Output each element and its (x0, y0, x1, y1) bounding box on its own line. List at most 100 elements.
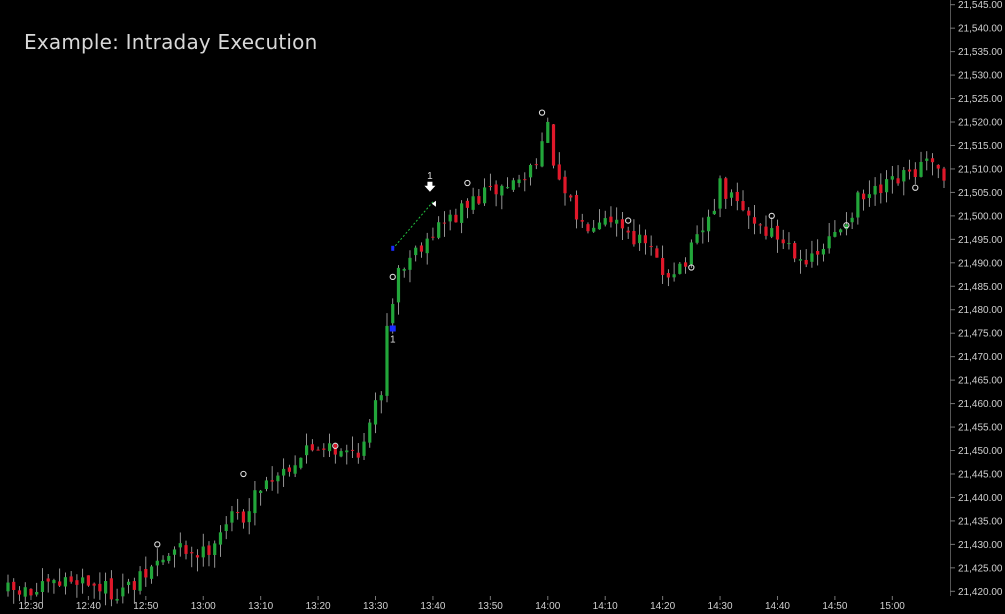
candle-up (408, 257, 412, 270)
pivot-marker (768, 212, 775, 220)
candle-down (132, 581, 136, 590)
y-tick-label: 21,480.00 (958, 305, 1003, 316)
y-tick-label: 21,455.00 (958, 423, 1003, 434)
candle-up (471, 196, 475, 210)
candle-down (494, 184, 498, 195)
candle-up (850, 217, 854, 223)
candle-down (488, 185, 492, 187)
candle-up (919, 161, 923, 177)
candle-up (546, 121, 550, 143)
candle-down (12, 581, 16, 591)
candle-up (798, 259, 803, 261)
candle-down (632, 231, 636, 245)
candle-down (775, 225, 780, 240)
candle-down (333, 443, 337, 455)
candle-down (741, 201, 745, 211)
candle-up (701, 230, 705, 233)
y-tick-label: 21,440.00 (958, 493, 1003, 504)
candle-up (282, 468, 286, 476)
candle-up (161, 559, 165, 563)
candle-down (431, 236, 435, 238)
x-axis: 12:30 12:40 12:50 13:00 13:10 13:20 13:30 13:40… (18, 596, 905, 612)
candle-up (276, 475, 280, 482)
candle-down (913, 169, 917, 178)
candle-down (747, 210, 751, 216)
candle-down (620, 219, 625, 229)
candle-down (793, 243, 797, 259)
candle-up (201, 546, 205, 558)
candle-up (81, 577, 85, 584)
candle-up (293, 465, 297, 474)
x-tick-label: 14:30 (708, 601, 733, 612)
candle-up (460, 203, 464, 223)
candle-down (75, 580, 79, 585)
candle-down (609, 216, 613, 223)
y-tick-label: 21,500.00 (958, 211, 1003, 222)
candle-up (396, 267, 401, 303)
candle-up (925, 158, 929, 161)
pivot-marker (154, 541, 161, 548)
candle-up (672, 274, 676, 278)
candle-down (683, 262, 688, 267)
candle-down (724, 178, 728, 199)
candle-up (224, 524, 228, 532)
candle-up (603, 218, 607, 225)
candle-down (316, 449, 320, 451)
candle-up (327, 443, 332, 452)
candle-up (833, 231, 837, 237)
candle-up (414, 247, 418, 256)
candle-down (661, 257, 665, 275)
candle-up (856, 192, 860, 218)
candle-up (873, 185, 877, 195)
candle-up (540, 141, 544, 167)
candle-down (109, 578, 113, 600)
candle-up (172, 549, 177, 555)
candle-down (241, 511, 246, 523)
y-tick-label: 21,510.00 (958, 164, 1003, 175)
candle-down (942, 168, 946, 181)
candle-up (500, 185, 504, 196)
candle-up (425, 238, 429, 254)
candle-up (729, 192, 734, 198)
candle-down (586, 224, 590, 232)
candle-down (936, 164, 940, 169)
candle-down (270, 480, 274, 482)
y-tick-label: 21,505.00 (958, 188, 1003, 199)
candle-down (310, 444, 314, 451)
candle-down (580, 220, 584, 222)
candle-down (144, 569, 148, 578)
y-tick-label: 21,425.00 (958, 563, 1003, 574)
y-axis: 21,420.00 21,425.00 21,430.00 21,435.00 21,4… (950, 0, 1003, 598)
candle-up (770, 228, 774, 237)
candle-up (689, 242, 693, 265)
y-tick-label: 21,460.00 (958, 399, 1003, 410)
candles-layer (6, 117, 946, 607)
candle-up (247, 511, 251, 523)
candle-up (597, 222, 602, 230)
y-tick-label: 21,475.00 (958, 329, 1003, 340)
candle-up (368, 422, 372, 443)
candle-up (821, 248, 826, 255)
candle-up (638, 234, 642, 244)
candle-up (213, 543, 217, 556)
candle-up (385, 325, 389, 396)
x-tick-label: 14:00 (535, 601, 560, 612)
candle-up (712, 210, 716, 215)
y-tick-label: 21,515.00 (958, 141, 1003, 152)
candle-down (574, 195, 579, 220)
candle-up (810, 253, 814, 262)
candle-down (46, 578, 50, 582)
candle-up (448, 214, 452, 222)
candle-up (362, 441, 366, 456)
x-tick-label: 14:10 (593, 601, 618, 612)
candle-up (437, 222, 441, 238)
candle-up (827, 236, 831, 249)
candle-down (930, 158, 935, 163)
candle-down (758, 224, 762, 226)
candle-up (615, 219, 619, 224)
candle-down (655, 248, 659, 258)
candle-up (884, 179, 889, 193)
y-tick-label: 21,450.00 (958, 446, 1003, 457)
candle-up (706, 216, 711, 232)
